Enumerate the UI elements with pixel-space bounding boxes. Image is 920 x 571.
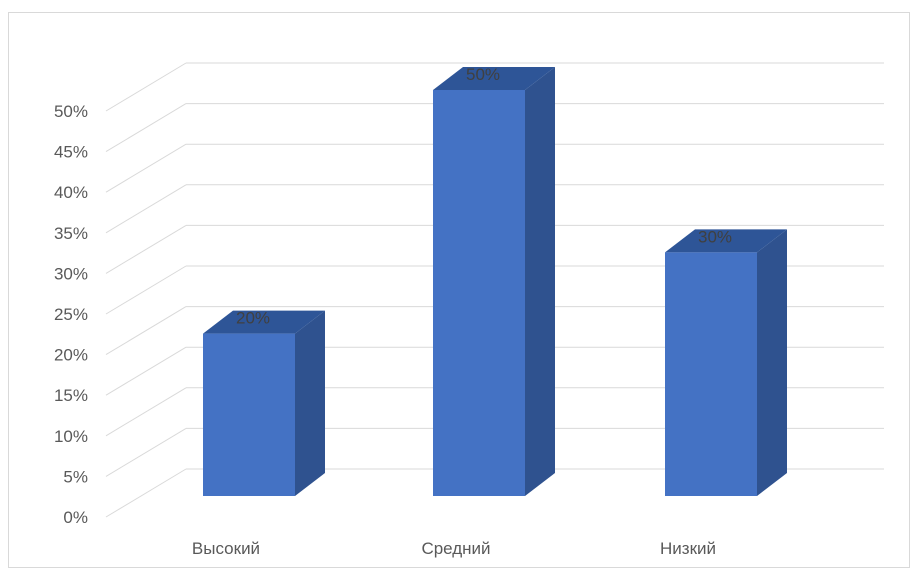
data-label: 20% xyxy=(236,309,270,328)
y-tick-label: 0% xyxy=(63,508,88,527)
y-tick-label: 25% xyxy=(54,305,88,324)
data-label: 30% xyxy=(698,227,732,246)
y-tick-label: 40% xyxy=(54,183,88,202)
bar-side xyxy=(757,229,787,496)
bar xyxy=(665,252,757,496)
y-tick-label: 5% xyxy=(63,467,88,486)
gridline-side xyxy=(105,468,187,518)
gridline-side xyxy=(105,346,187,396)
gridline-side xyxy=(105,143,187,193)
y-tick-label: 45% xyxy=(54,143,88,162)
y-tick-label: 30% xyxy=(54,264,88,283)
y-tick-label: 10% xyxy=(54,427,88,446)
bar xyxy=(433,90,525,496)
gridline-side xyxy=(105,224,187,274)
gridline-side xyxy=(105,62,187,112)
bar-top xyxy=(665,229,787,253)
y-tick-label: 20% xyxy=(54,346,88,365)
gridline-side xyxy=(105,427,187,477)
gridline-side xyxy=(105,387,187,437)
y-tick-label: 35% xyxy=(54,224,88,243)
data-label: 50% xyxy=(466,65,500,84)
bar xyxy=(203,333,295,496)
y-tick-label: 50% xyxy=(54,102,88,121)
gridline-side xyxy=(105,265,187,315)
gridline-side xyxy=(105,184,187,234)
x-category-label: Низкий xyxy=(660,539,716,558)
gridline-side xyxy=(105,306,187,356)
bar-side xyxy=(525,67,555,496)
x-category-label: Средний xyxy=(421,539,490,558)
bar-top xyxy=(203,310,325,334)
bar-top xyxy=(433,67,555,90)
bar-side xyxy=(295,310,325,496)
y-tick-label: 15% xyxy=(54,386,88,405)
gridline-side xyxy=(105,103,187,153)
x-category-label: Высокий xyxy=(192,539,260,558)
